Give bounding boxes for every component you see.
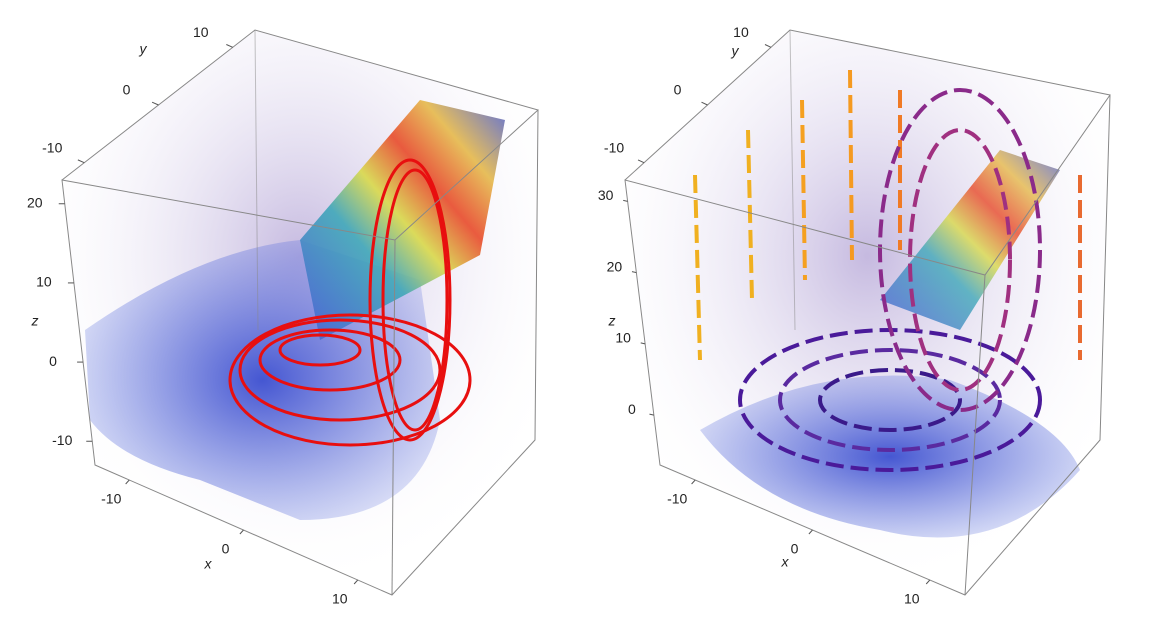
x-tick-label: 10: [332, 591, 348, 607]
x-tick-label: 10: [904, 591, 920, 607]
tick-mark: [125, 479, 130, 485]
volume-right: [625, 30, 1110, 595]
x-axis-label: x: [781, 554, 790, 570]
box-right: [624, 29, 1111, 596]
tick-mark: [764, 44, 772, 48]
y-tick-label: 10: [193, 24, 209, 40]
tick-mark: [701, 101, 708, 106]
x-tick-label: 0: [222, 541, 230, 557]
y-axis-label: y: [139, 41, 148, 57]
tick-mark: [637, 159, 645, 164]
x-tick-label: 0: [791, 541, 799, 557]
tick-mark: [808, 529, 813, 535]
z-tick-label: 10: [36, 274, 52, 290]
y-tick-label: 10: [733, 24, 749, 40]
y-tick-label: -10: [42, 139, 62, 155]
z-tick-label: 0: [628, 401, 636, 417]
x-tick-label: -10: [101, 491, 121, 507]
tick-mark: [226, 44, 233, 48]
y-axis-label: y: [731, 43, 740, 59]
box-left: [61, 29, 540, 596]
z-tick-label: 20: [27, 194, 43, 210]
x-tick-label: -10: [667, 491, 687, 507]
y-tick-label: 0: [674, 82, 682, 98]
tick-mark: [239, 529, 244, 535]
tick-mark: [925, 579, 931, 585]
tick-mark: [77, 159, 85, 164]
z-tick-label: 30: [598, 187, 614, 203]
z-axis-label: z: [608, 313, 616, 329]
z-tick-label: 0: [49, 353, 57, 369]
z-tick-label: -10: [52, 432, 72, 448]
z-axis-label: z: [31, 313, 39, 329]
z-tick-label: 20: [607, 258, 623, 274]
tick-mark: [640, 342, 646, 345]
tick-mark: [649, 413, 654, 416]
tick-mark: [691, 479, 696, 485]
tick-mark: [631, 271, 637, 274]
volume-left: [62, 30, 538, 595]
z-tick-label: 10: [615, 330, 631, 346]
y-tick-label: 0: [123, 82, 131, 98]
tick-mark: [353, 579, 359, 585]
x-axis-label: x: [204, 556, 213, 572]
tick-mark: [151, 101, 159, 106]
tick-mark: [623, 199, 628, 202]
y-tick-label: -10: [604, 139, 624, 155]
